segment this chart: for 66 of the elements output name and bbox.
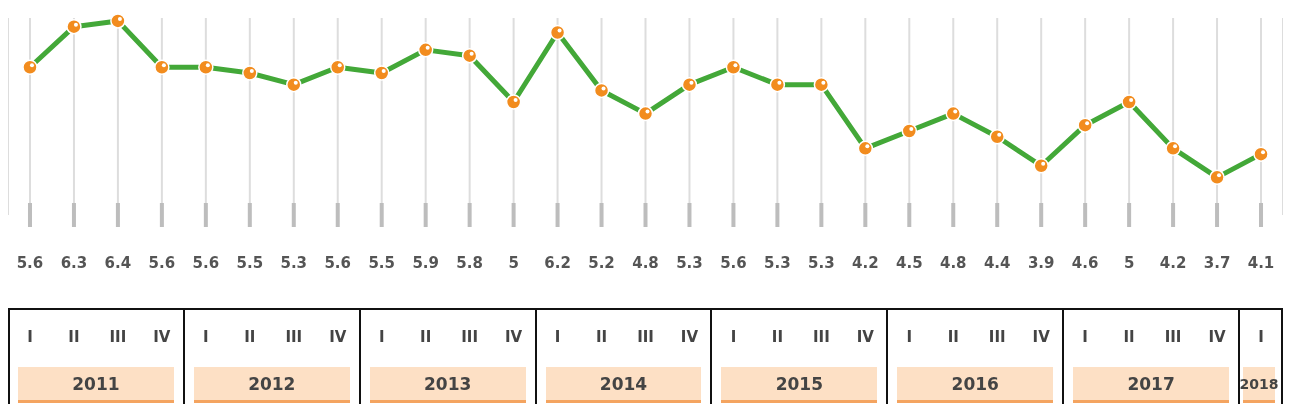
- text: 2014: [545, 367, 702, 403]
- x-tick-label: I: [27, 328, 33, 346]
- x-tick-label: I: [1082, 328, 1088, 346]
- data-label: 4.1: [1247, 254, 1275, 272]
- text: 2018: [1239, 374, 1279, 394]
- x-tick-label: IV: [153, 328, 171, 346]
- x-tick-label: III: [1164, 328, 1182, 346]
- x-tick-label: IV: [856, 328, 875, 346]
- data-label: 5.3: [764, 254, 791, 272]
- x-tick-label: I: [378, 328, 385, 346]
- data-label: 5.6: [324, 254, 352, 272]
- data-label: 4.8: [939, 254, 967, 272]
- x-tick-label: IV: [680, 328, 699, 346]
- data-label: 5.6: [192, 254, 220, 272]
- data-label: 6.2: [544, 254, 571, 272]
- data-label: 4.4: [983, 254, 1011, 272]
- data-label: 5.6: [148, 254, 176, 272]
- data-label: 5: [508, 254, 519, 272]
- text: 2015: [721, 367, 878, 403]
- x-tick-label: I: [1258, 328, 1264, 346]
- data-label: 5: [1123, 254, 1135, 272]
- x-tick-label: IV: [505, 328, 523, 346]
- x-tick-label: II: [1123, 328, 1135, 346]
- x-tick-label: II: [68, 328, 80, 346]
- text: 2017: [1073, 367, 1230, 403]
- data-label: 4.2: [852, 254, 879, 272]
- x-tick-label: I: [554, 328, 561, 346]
- x-tick-label: IV: [329, 328, 347, 346]
- x-tick-label: II: [771, 328, 783, 346]
- data-label: 5.2: [588, 254, 615, 272]
- text: 2013: [369, 367, 526, 403]
- text: 2011: [18, 367, 174, 403]
- x-tick-label: II: [244, 328, 256, 346]
- data-label: 5.3: [280, 254, 308, 272]
- x-tick-label: II: [420, 328, 432, 346]
- data-label: 5.3: [676, 254, 703, 272]
- data-label: 5.6: [16, 254, 44, 272]
- x-tick-label: I: [906, 328, 913, 346]
- data-label: 5.8: [456, 254, 483, 272]
- x-tick-label: IV: [1032, 328, 1051, 346]
- data-label: 4.8: [632, 254, 659, 272]
- x-tick-label: II: [595, 328, 608, 346]
- x-tick-label: III: [812, 328, 830, 346]
- x-tick-label: III: [637, 328, 654, 346]
- data-label: 3.7: [1203, 254, 1231, 272]
- x-tick-label: I: [730, 328, 737, 346]
- x-tick-label: III: [109, 328, 127, 346]
- data-label: 5.6: [720, 254, 747, 272]
- data-label: 5.9: [412, 254, 439, 272]
- data-label: 4.6: [1071, 254, 1099, 272]
- data-label: 4.2: [1159, 254, 1187, 272]
- x-tick-label: II: [947, 328, 959, 346]
- data-label: 6.3: [60, 254, 88, 272]
- x-tick-label: III: [988, 328, 1006, 346]
- data-label: 6.4: [104, 254, 132, 272]
- x-tick-label: III: [285, 328, 303, 346]
- data-label: 5.5: [368, 254, 395, 272]
- text: 2012: [193, 367, 350, 403]
- data-label: 5.3: [808, 254, 835, 272]
- x-tick-label: I: [203, 328, 209, 346]
- data-label: 5.5: [236, 254, 264, 272]
- data-label: 3.9: [1027, 254, 1055, 272]
- x-tick-label: III: [461, 328, 479, 346]
- text: 2016: [897, 367, 1054, 403]
- x-tick-label: IV: [1208, 328, 1227, 346]
- data-label: 4.5: [896, 254, 923, 272]
